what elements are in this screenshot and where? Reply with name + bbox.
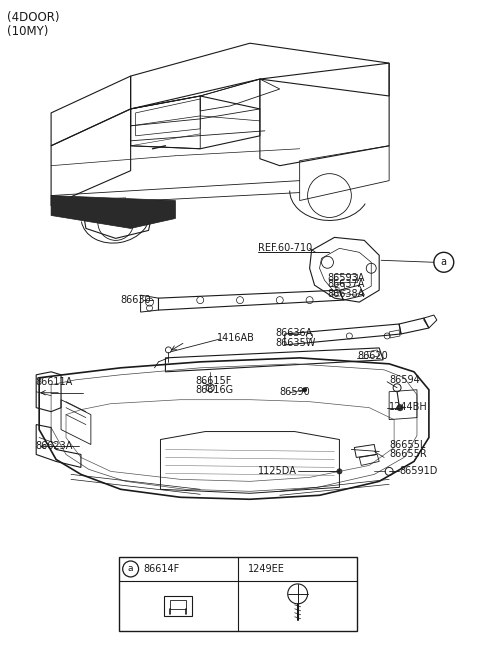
Circle shape [396, 404, 404, 411]
Polygon shape [51, 195, 175, 228]
Text: 86616G: 86616G [195, 384, 233, 395]
Text: REF.60-710: REF.60-710 [258, 243, 312, 253]
Text: 1416AB: 1416AB [217, 333, 255, 343]
Text: 86614F: 86614F [144, 564, 180, 574]
Text: 86593A: 86593A [327, 273, 365, 283]
Text: (10MY): (10MY) [7, 26, 49, 38]
Text: 86620: 86620 [357, 351, 388, 361]
Text: a: a [128, 564, 133, 573]
Text: 86615F: 86615F [195, 376, 232, 386]
Text: 86655R: 86655R [389, 449, 427, 459]
Text: 1244BH: 1244BH [389, 401, 428, 412]
Text: 86630: 86630 [120, 295, 151, 305]
Text: 86637A: 86637A [327, 279, 365, 289]
Circle shape [336, 468, 342, 474]
Text: 86591D: 86591D [399, 466, 437, 476]
Text: 86655L: 86655L [389, 440, 425, 449]
Text: 1249EE: 1249EE [248, 564, 285, 574]
Text: 1125DA: 1125DA [258, 466, 297, 476]
Text: 86594: 86594 [389, 375, 420, 385]
Text: 86636A: 86636A [276, 328, 313, 338]
Text: 86623A: 86623A [35, 440, 72, 451]
Text: 86590: 86590 [280, 387, 311, 397]
Text: 86635W: 86635W [276, 338, 316, 348]
Text: a: a [441, 257, 447, 267]
Circle shape [302, 387, 307, 392]
Text: 86638A: 86638A [327, 289, 365, 299]
Text: (4DOOR): (4DOOR) [7, 11, 60, 24]
Text: 86611A: 86611A [35, 377, 72, 387]
